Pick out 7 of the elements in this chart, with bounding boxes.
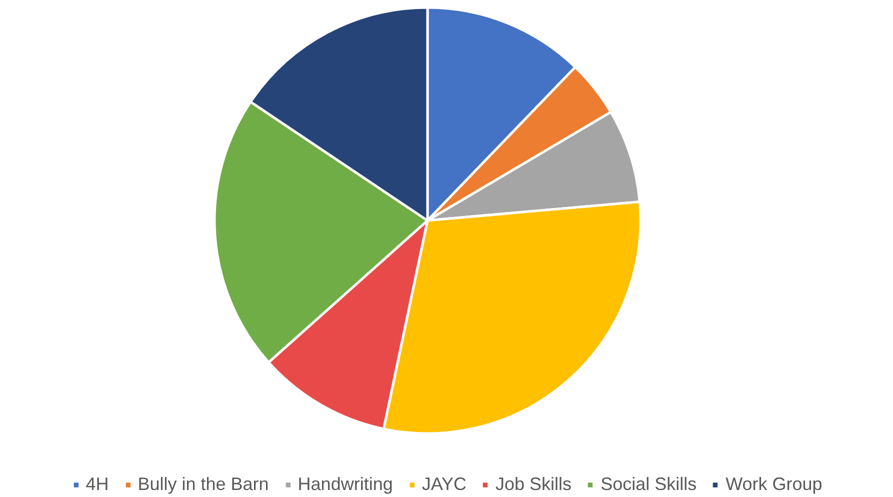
legend-label: Bully in the Barn xyxy=(138,474,269,495)
legend-label: Work Group xyxy=(726,474,822,495)
legend-label: Social Skills xyxy=(600,474,697,495)
legend-label: Handwriting xyxy=(298,474,393,495)
legend-label: Job Skills xyxy=(496,474,572,495)
legend-label: JAYC xyxy=(422,474,467,495)
legend-label: 4H xyxy=(86,474,109,495)
